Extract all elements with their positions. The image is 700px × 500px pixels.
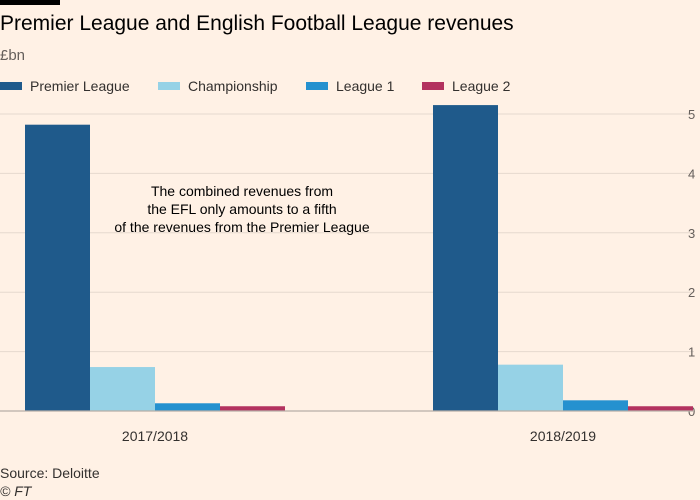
legend-label: Championship bbox=[188, 78, 278, 94]
y-tick-label: 4 bbox=[688, 166, 695, 181]
chart-title: Premier League and English Football Leag… bbox=[0, 12, 514, 35]
annotation-line: the EFL only amounts to a fifth bbox=[147, 201, 336, 217]
x-tick-label: 2017/2018 bbox=[122, 428, 188, 444]
legend-swatch bbox=[0, 82, 22, 90]
copyright-note: © FT bbox=[0, 483, 32, 499]
y-tick-label: 5 bbox=[688, 107, 695, 122]
legend-swatch bbox=[158, 82, 180, 90]
bar-championship-1 bbox=[498, 364, 563, 411]
y-tick-label: 2 bbox=[688, 285, 695, 300]
bar-league-1-1 bbox=[563, 400, 628, 411]
y-tick-label: 1 bbox=[688, 345, 695, 360]
legend-swatch bbox=[422, 82, 444, 90]
bar-premier-league-0 bbox=[25, 124, 90, 411]
legend-label: League 2 bbox=[452, 78, 511, 94]
bar-premier-league-1 bbox=[433, 105, 498, 411]
source-note: Source: Deloitte bbox=[0, 465, 100, 481]
legend-label: League 1 bbox=[336, 78, 395, 94]
y-tick-label: 3 bbox=[688, 226, 695, 241]
legend-swatch bbox=[306, 82, 328, 90]
bar-championship-0 bbox=[90, 367, 155, 411]
annotation-line: The combined revenues from bbox=[151, 183, 333, 199]
legend: Premier League Championship League 1 League… bbox=[0, 78, 700, 96]
ft-header-bar bbox=[0, 0, 60, 5]
chart-subtitle: £bn bbox=[0, 47, 26, 64]
legend-item-premier-league: Premier League bbox=[0, 78, 130, 94]
legend-item-league-2: League 2 bbox=[422, 78, 510, 94]
bar-league-2-1 bbox=[628, 406, 693, 411]
annotation-line: of the revenues from the Premier League bbox=[114, 219, 369, 235]
bar-league-2-0 bbox=[220, 406, 285, 411]
legend-item-league-1: League 1 bbox=[306, 78, 394, 94]
legend-item-championship: Championship bbox=[158, 78, 278, 94]
bar-league-1-0 bbox=[155, 403, 220, 411]
x-tick-label: 2018/2019 bbox=[530, 428, 596, 444]
legend-label: Premier League bbox=[30, 78, 130, 94]
